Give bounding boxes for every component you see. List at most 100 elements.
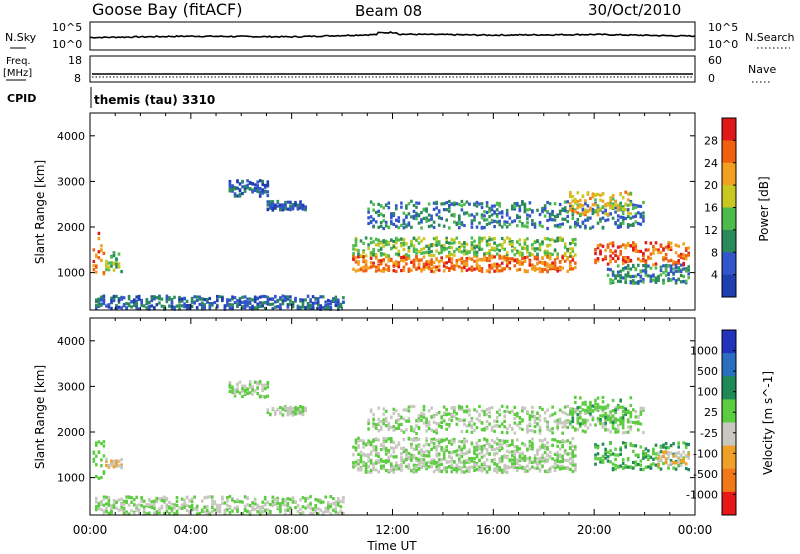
data-cell: [574, 210, 577, 214]
data-cell: [448, 209, 451, 213]
data-cell: [102, 298, 106, 302]
data-cell: [319, 498, 322, 502]
data-cell: [357, 452, 360, 456]
data-cell: [485, 201, 489, 205]
data-cell: [672, 267, 675, 271]
data-cell: [632, 279, 635, 283]
data-cell: [236, 302, 239, 306]
data-cell: [422, 216, 426, 220]
data-cell: [379, 221, 383, 225]
data-cell: [536, 448, 539, 452]
data-cell: [392, 425, 396, 429]
data-cell: [427, 244, 431, 248]
data-cell: [596, 192, 600, 196]
data-cell: [246, 183, 249, 187]
data-cell: [392, 261, 396, 265]
data-cell: [243, 392, 247, 396]
data-cell: [286, 412, 290, 416]
data-cell: [518, 242, 522, 247]
data-cell: [311, 295, 315, 299]
velocity-range-axis-label: Slant Range [km]: [33, 365, 47, 469]
data-cell: [105, 457, 108, 461]
data-cell: [558, 225, 562, 229]
data-cell: [642, 277, 645, 282]
data-cell: [122, 502, 126, 506]
data-cell: [596, 204, 600, 208]
data-cell: [407, 249, 411, 253]
data-cell: [188, 498, 191, 503]
data-cell: [536, 461, 539, 465]
data-cell: [619, 273, 622, 277]
data-cell: [354, 438, 358, 442]
data-cell: [659, 450, 663, 454]
data-cell: [263, 306, 267, 310]
data-cell: [231, 390, 234, 395]
data-cell: [538, 406, 542, 410]
data-cell: [435, 448, 438, 452]
data-cell: [117, 464, 121, 468]
data-cell: [574, 454, 577, 458]
data-cell: [523, 466, 527, 470]
nave-tick-bottom: 0: [708, 72, 715, 85]
data-cell: [480, 269, 484, 274]
data-cell: [548, 414, 552, 418]
data-cell: [374, 253, 378, 257]
data-cell: [261, 188, 264, 192]
data-cell: [616, 270, 620, 274]
data-cell: [281, 298, 285, 302]
data-cell: [165, 506, 169, 510]
data-cell: [412, 244, 416, 248]
data-cell: [669, 269, 673, 274]
data-cell: [216, 506, 219, 510]
data-cell: [485, 256, 489, 261]
data-cell: [233, 187, 237, 191]
data-cell: [395, 218, 398, 222]
data-cell: [395, 418, 398, 422]
data-cell: [198, 511, 201, 515]
data-cell: [599, 460, 602, 464]
data-cell: [299, 405, 302, 409]
data-cell: [556, 439, 559, 444]
data-cell: [551, 431, 554, 435]
data-cell: [377, 454, 380, 458]
data-cell: [571, 258, 575, 262]
data-cell: [427, 450, 431, 454]
data-cell: [382, 436, 385, 441]
data-cell: [682, 274, 685, 279]
data-cell: [571, 213, 575, 217]
data-cell: [614, 410, 617, 414]
data-cell: [614, 203, 617, 207]
data-cell: [526, 225, 529, 229]
data-cell: [548, 212, 552, 216]
data-cell: [574, 266, 577, 270]
data-cell: [148, 511, 151, 515]
data-cell: [256, 185, 259, 189]
data-cell: [362, 250, 365, 255]
data-cell: [458, 202, 461, 207]
data-cell: [621, 205, 625, 209]
data-cell: [384, 243, 388, 247]
data-cell: [566, 452, 569, 456]
data-cell: [513, 464, 517, 468]
data-cell: [178, 297, 181, 301]
data-cell: [105, 507, 108, 511]
data-cell: [493, 424, 496, 428]
data-cell: [95, 265, 98, 269]
data-cell: [669, 461, 673, 465]
data-cell: [458, 258, 461, 262]
data-cell: [571, 425, 575, 429]
data-cell: [422, 444, 426, 448]
colorbar-tick-label: 4: [711, 269, 718, 282]
data-cell: [513, 219, 517, 223]
data-cell: [611, 414, 615, 418]
data-cell: [505, 213, 509, 217]
data-cell: [609, 417, 612, 421]
data-cell: [601, 414, 605, 418]
data-cell: [135, 508, 138, 512]
data-cell: [173, 305, 176, 309]
data-cell: [596, 208, 600, 212]
data-cell: [569, 446, 572, 450]
data-cell: [379, 253, 383, 257]
data-cell: [495, 208, 499, 212]
data-cell: [626, 465, 630, 469]
